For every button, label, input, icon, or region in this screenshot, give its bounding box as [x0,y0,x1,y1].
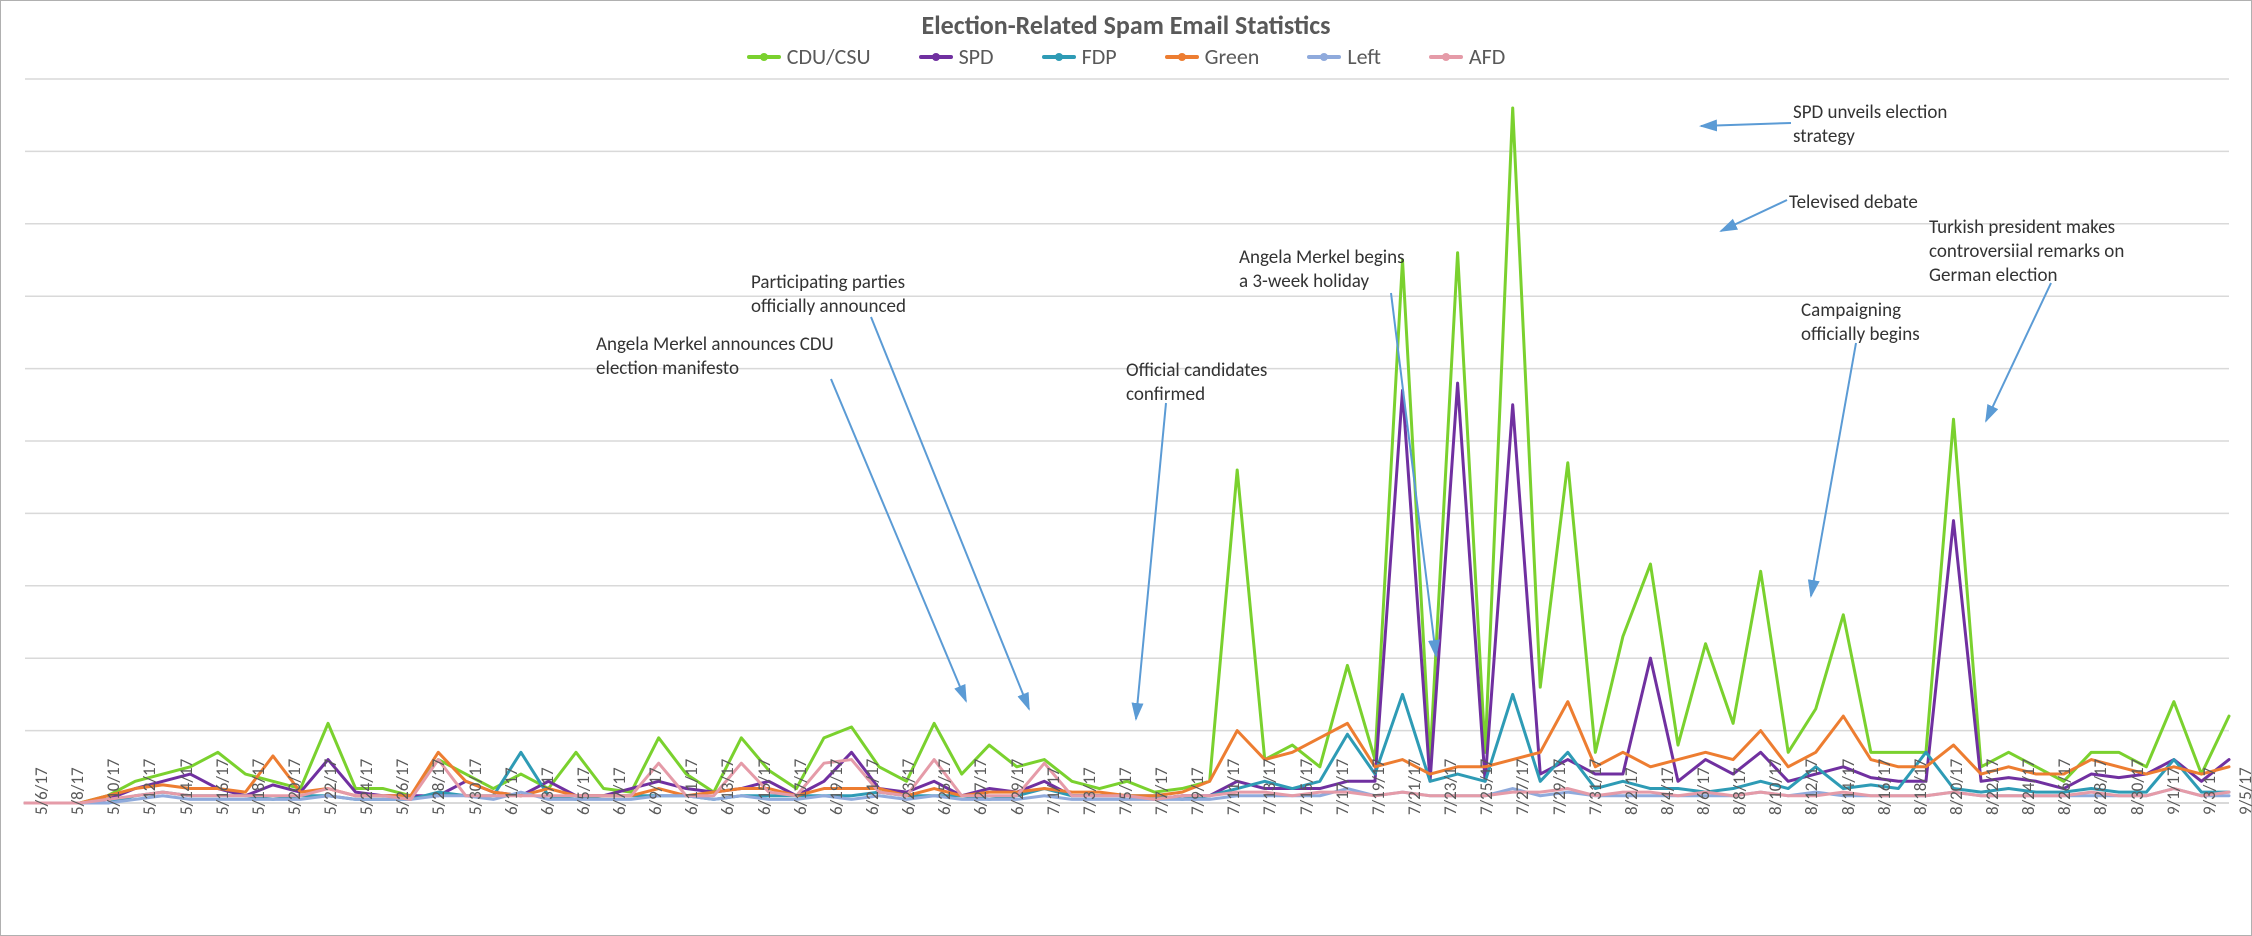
annotation-texts: SPD unveils election strategy Televised d… [1,1,2251,935]
annotation-label: Angela Merkel announces CDU election man… [596,333,834,381]
annotation-label: Televised debate [1789,191,1918,215]
annotation-label: Campaigning officially begins [1801,299,1920,347]
annotation-label: Participating parties officially announc… [751,271,906,319]
annotation-label: SPD unveils election strategy [1793,101,1947,149]
chart-container: Election-Related Spam Email Statistics C… [0,0,2252,936]
annotation-label: Official candidates confirmed [1126,359,1267,407]
annotation-label: Angela Merkel begins a 3-week holiday [1239,246,1405,294]
annotation-label: Turkish president makes controversiial r… [1929,216,2124,287]
